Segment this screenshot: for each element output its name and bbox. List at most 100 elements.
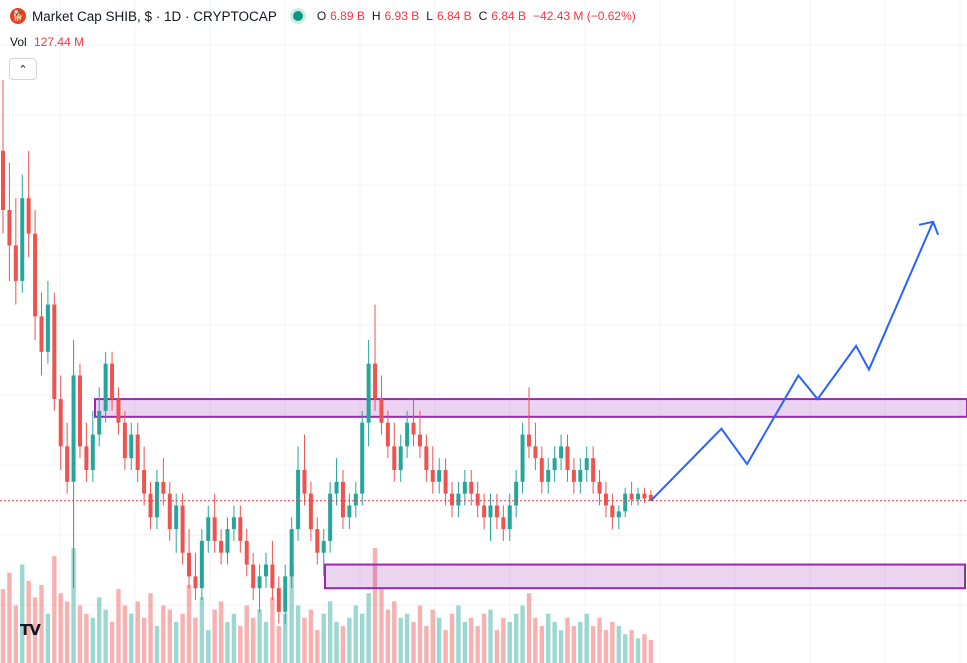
collapse-legend-button[interactable]: ⌃ (9, 58, 37, 80)
projection-path[interactable] (650, 221, 935, 502)
candle-body (58, 399, 63, 447)
open-label: O (316, 9, 327, 23)
candle-body (90, 434, 95, 470)
volume-bar (436, 617, 442, 663)
candle-body (539, 458, 544, 482)
volume-bar (212, 609, 217, 663)
volume-bar (77, 605, 83, 663)
candle-body (597, 481, 602, 494)
resistance-zone (94, 398, 967, 418)
volume-bar (507, 621, 512, 663)
candle-body (84, 446, 89, 470)
volume-bar (289, 564, 294, 663)
candle-body (629, 493, 634, 500)
candle-body (616, 511, 621, 518)
candle-body (648, 494, 653, 501)
volume-bar (398, 617, 403, 663)
candle-body (571, 470, 576, 482)
candle-body (443, 470, 448, 494)
candle-body (167, 493, 172, 530)
candle-body (398, 446, 403, 470)
volume-bar (392, 601, 397, 663)
volume-bar (417, 605, 423, 663)
candle-body (148, 493, 153, 518)
candle-body (187, 552, 192, 577)
tradingview-logo[interactable]: TV (20, 621, 41, 639)
candle-body (1, 150, 5, 210)
volume-bar (385, 609, 391, 663)
volume-bar (71, 548, 76, 663)
volume-bar (635, 638, 641, 663)
volume-bar (13, 605, 19, 663)
candle-body (308, 493, 313, 530)
projection-arrowhead[interactable] (918, 220, 940, 236)
candle-body (437, 470, 442, 482)
candle-body (366, 363, 371, 423)
volume-bar (526, 593, 532, 663)
volume-bar (206, 630, 211, 663)
low-label: L (426, 9, 433, 23)
candle-body (334, 481, 339, 494)
candle-body (552, 458, 557, 470)
volume-bar (218, 601, 224, 663)
volume-bar (302, 617, 307, 663)
volume-bar (225, 621, 230, 663)
candle-body (584, 458, 589, 470)
volume-bar (501, 617, 506, 663)
candle-body (77, 375, 82, 447)
candle-body (135, 434, 140, 470)
candle-body (469, 481, 474, 494)
candle-body (289, 529, 294, 577)
candle-body (142, 470, 147, 494)
volume-bar (520, 605, 525, 663)
candle-body (13, 245, 18, 281)
volume-legend: Vol 127.44 M (10, 35, 84, 49)
candle-body (263, 564, 268, 577)
volume-bar (584, 613, 589, 663)
candle-body (578, 470, 583, 482)
candle-body (520, 434, 525, 482)
volume-bar (122, 605, 128, 663)
volume-bar (295, 605, 301, 663)
shiba-inu-icon[interactable]: 🐕 (10, 8, 26, 24)
candle-body (257, 576, 262, 589)
candle-body (405, 422, 410, 447)
support-zone (324, 563, 966, 590)
candle-body (26, 198, 31, 234)
volume-bar (238, 626, 243, 663)
volume-bar (494, 630, 500, 663)
candle-body (103, 363, 108, 411)
candle-body (591, 458, 596, 482)
volume-bar (327, 601, 333, 663)
volume-bar (372, 548, 378, 663)
volume-bar (456, 605, 461, 663)
candle-body (501, 517, 506, 530)
volume-bar (97, 597, 102, 663)
volume-bar (90, 617, 96, 663)
volume-bars (0, 548, 654, 663)
zone-rectangles[interactable] (94, 398, 967, 590)
candle-body (360, 422, 365, 494)
volume-bar (263, 621, 269, 663)
candle-body (251, 564, 256, 589)
candle-body (110, 363, 115, 400)
candle-body (296, 470, 301, 530)
candle-body (39, 316, 44, 352)
market-status-dot (292, 11, 303, 21)
volume-bar (250, 617, 256, 663)
symbol-title[interactable]: Market Cap SHIB, $ · 1D · CRYPTOCAP (32, 8, 277, 24)
candle-body (20, 198, 25, 281)
candle-body (283, 576, 288, 612)
volume-bar (84, 613, 89, 663)
volume-bar (469, 617, 474, 663)
candle-body (206, 517, 211, 541)
candle-body (45, 304, 50, 352)
candle-body (546, 470, 551, 482)
volume-bar (430, 609, 435, 663)
volume-bar (546, 613, 551, 663)
candle-body (642, 493, 647, 499)
low-value: 6.84 B (436, 9, 472, 23)
ohlc-values: O 6.89 B H 6.93 B L 6.84 B C 6.84 B −42.43 M… (317, 9, 639, 23)
